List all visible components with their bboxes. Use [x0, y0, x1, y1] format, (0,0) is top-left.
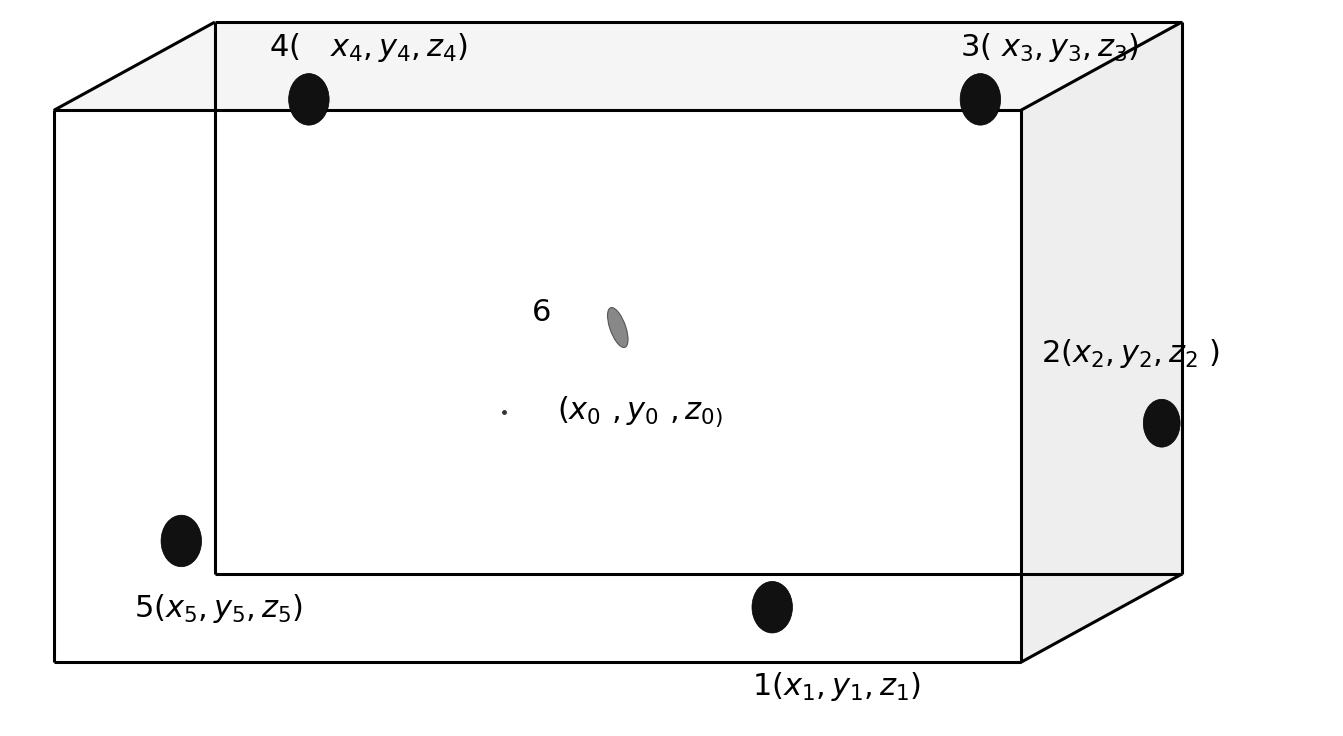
Ellipse shape [960, 74, 1001, 125]
Polygon shape [54, 22, 1182, 110]
Ellipse shape [289, 74, 329, 125]
Polygon shape [1021, 22, 1182, 662]
Text: $(x_0\ ,y_0\ ,z_{0)}$: $(x_0\ ,y_0\ ,z_{0)}$ [557, 394, 724, 430]
Ellipse shape [161, 515, 201, 567]
Polygon shape [54, 110, 1021, 662]
Text: $6$: $6$ [530, 297, 551, 328]
Ellipse shape [752, 581, 792, 633]
Text: $5(x_5,y_5,z_5)$: $5(x_5,y_5,z_5)$ [134, 592, 304, 626]
Ellipse shape [607, 308, 629, 347]
Polygon shape [215, 22, 1182, 574]
Ellipse shape [1143, 399, 1180, 447]
Text: $2(x_2,y_2,z_2\ )$: $2(x_2,y_2,z_2\ )$ [1041, 337, 1219, 369]
Text: $1(x_1,y_1,z_1)$: $1(x_1,y_1,z_1)$ [752, 670, 921, 703]
Text: $3(\ x_3,y_3,z_3)$: $3(\ x_3,y_3,z_3)$ [960, 32, 1139, 64]
Text: $4(\ \ \ x_4,y_4,z_4)$: $4(\ \ \ x_4,y_4,z_4)$ [269, 32, 467, 64]
